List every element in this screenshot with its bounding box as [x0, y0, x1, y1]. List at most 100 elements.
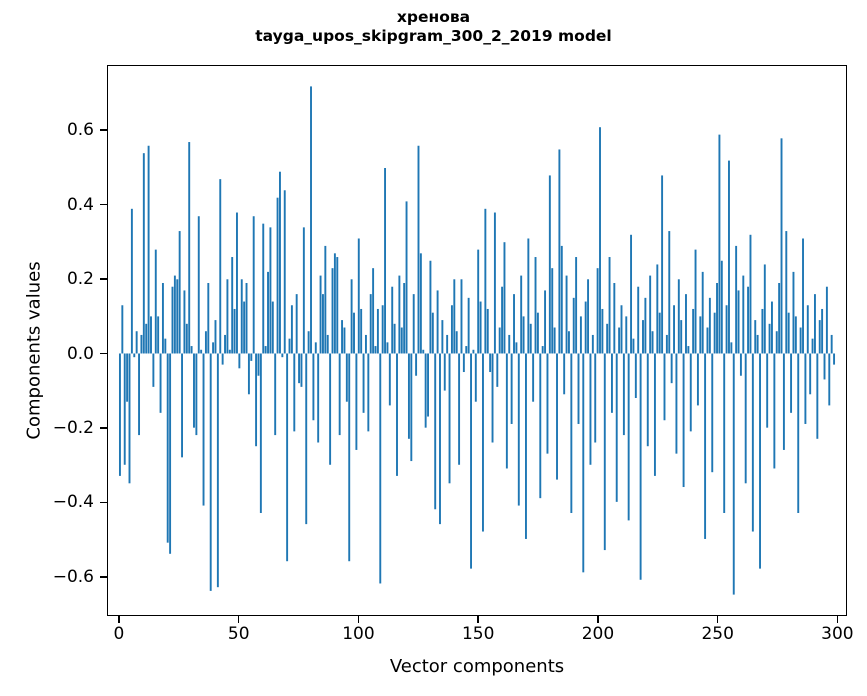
bar: [455, 331, 458, 354]
bar: [787, 312, 790, 354]
bar: [732, 353, 735, 595]
bar: [164, 338, 167, 354]
bar: [606, 323, 609, 354]
bar: [653, 353, 656, 476]
bar: [410, 353, 413, 462]
bar: [622, 353, 625, 436]
x-tick-mark: [716, 616, 719, 623]
y-tick-label: 0.4: [66, 194, 94, 215]
bar: [663, 353, 666, 421]
bar: [541, 346, 544, 354]
bar: [823, 353, 826, 380]
bar: [739, 353, 742, 376]
bar: [448, 353, 451, 484]
y-tick-mark: [100, 278, 107, 280]
bar: [381, 305, 384, 354]
bar: [226, 279, 229, 354]
bar: [582, 353, 585, 573]
bar: [319, 275, 322, 354]
y-axis-label: Components values: [23, 261, 45, 440]
bar: [161, 282, 164, 354]
bar: [728, 160, 730, 354]
x-tick-mark: [597, 616, 599, 623]
bar: [601, 308, 604, 354]
bar: [388, 353, 391, 406]
bar: [267, 271, 269, 354]
bar: [376, 308, 379, 354]
bar: [744, 353, 747, 484]
bar: [190, 346, 193, 354]
bar: [286, 353, 289, 562]
bar: [331, 268, 334, 354]
bar: [345, 353, 348, 402]
bar: [171, 286, 174, 354]
bar: [121, 305, 124, 354]
bar: [142, 153, 145, 354]
bar: [579, 316, 582, 354]
bar: [556, 353, 558, 480]
bar: [544, 290, 547, 354]
bar: [181, 353, 183, 458]
bar: [185, 323, 188, 354]
bar: [216, 353, 219, 588]
x-tick-mark: [357, 616, 360, 623]
bar: [343, 327, 346, 354]
bar: [565, 275, 568, 354]
bar: [474, 353, 477, 402]
bar: [367, 353, 370, 432]
bar: [567, 331, 570, 354]
bar: [283, 190, 286, 354]
bar: [240, 279, 243, 354]
bar: [145, 323, 148, 354]
bar: [264, 346, 267, 354]
bar: [384, 168, 387, 354]
bar: [735, 245, 738, 354]
bar: [756, 334, 759, 354]
bar: [300, 353, 303, 387]
bar: [274, 353, 277, 436]
bar: [147, 145, 150, 354]
bar: [694, 249, 697, 354]
x-tick-label: 50: [227, 624, 250, 644]
bar: [689, 353, 692, 432]
bar: [706, 327, 709, 354]
y-tick-mark: [100, 129, 107, 131]
bar: [173, 275, 176, 354]
bar: [644, 297, 647, 354]
bar: [362, 353, 365, 413]
bar: [250, 353, 253, 361]
x-tick-label: 300: [821, 624, 854, 644]
bar: [534, 257, 537, 354]
bar: [123, 353, 126, 465]
bar: [813, 294, 816, 354]
bar: [575, 257, 578, 354]
bar: [618, 327, 621, 354]
bar: [360, 308, 363, 354]
bar: [231, 257, 234, 354]
bar: [584, 301, 587, 354]
y-tick-mark: [100, 501, 107, 504]
bar: [128, 353, 131, 484]
bar: [247, 353, 250, 395]
y-tick-mark: [100, 203, 107, 206]
bar: [424, 353, 427, 428]
bar: [212, 342, 215, 354]
bar: [453, 279, 456, 354]
bar: [422, 349, 425, 354]
bar: [391, 286, 394, 354]
bar: [699, 316, 702, 354]
bar: [262, 223, 265, 354]
bar: [773, 353, 776, 469]
bar: [833, 353, 836, 365]
bar: [766, 353, 769, 428]
bar: [417, 145, 420, 354]
x-tick-mark: [477, 616, 479, 623]
bar: [336, 257, 339, 354]
bar: [150, 316, 152, 354]
bar: [219, 179, 222, 354]
bar-series: [118, 86, 836, 595]
bar: [290, 305, 293, 354]
bar: [589, 353, 592, 465]
bar: [668, 231, 671, 354]
bar: [754, 320, 757, 354]
